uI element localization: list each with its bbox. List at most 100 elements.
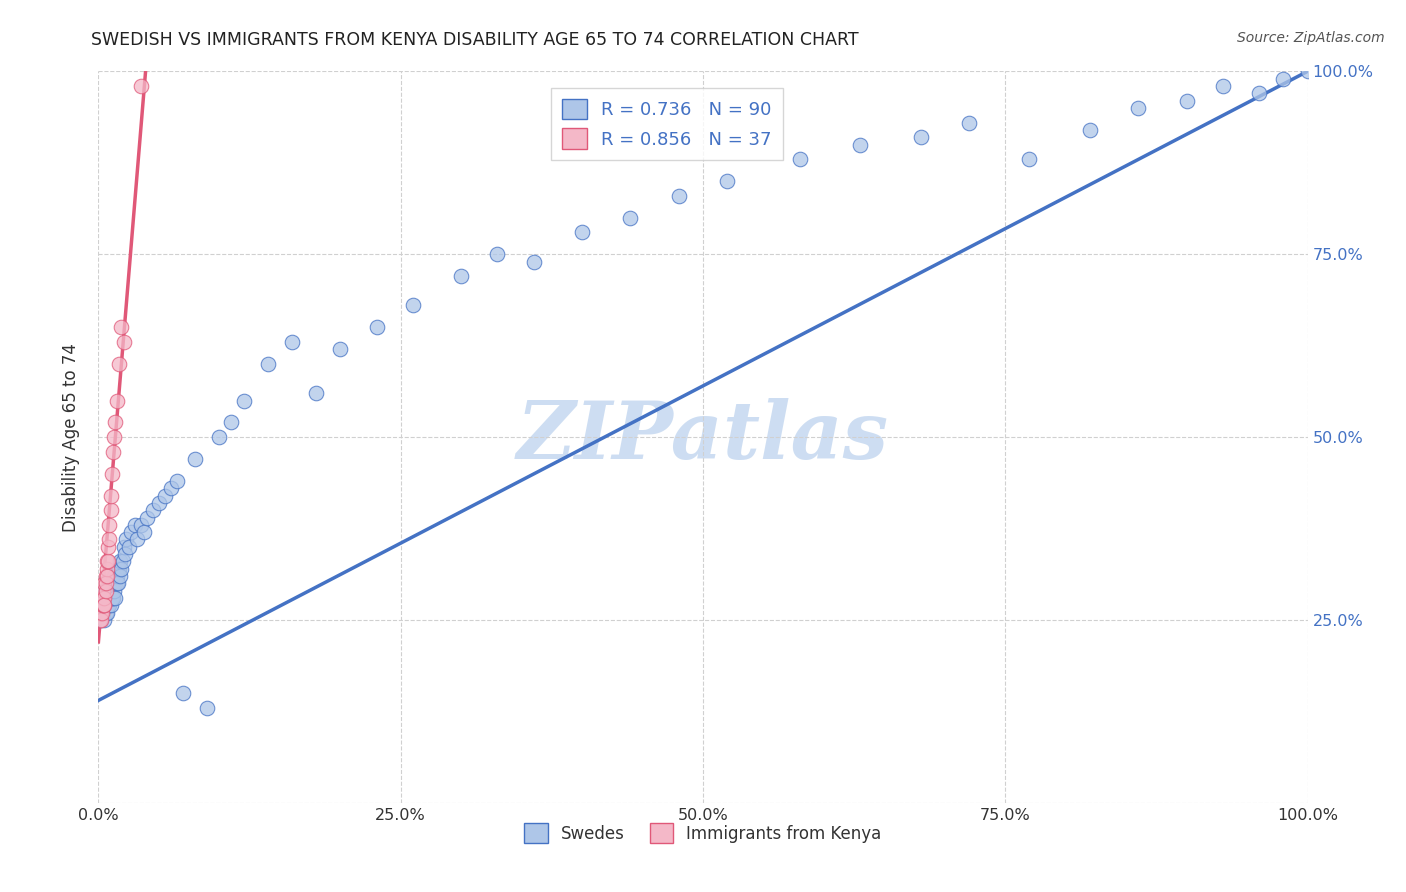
- Point: [101, 444, 124, 458]
- Point: [108, 554, 131, 568]
- Point: [1249, 87, 1271, 101]
- Point: [98, 599, 121, 613]
- Point: [94, 569, 117, 583]
- Point: [849, 137, 872, 152]
- Point: [103, 583, 125, 598]
- Point: [366, 320, 388, 334]
- Point: [103, 430, 125, 444]
- Point: [789, 152, 811, 166]
- Point: [89, 606, 111, 620]
- Point: [90, 606, 112, 620]
- Point: [108, 562, 131, 576]
- Point: [93, 591, 115, 605]
- Point: [110, 562, 132, 576]
- Point: [96, 562, 118, 576]
- Point: [93, 576, 115, 591]
- Point: [100, 599, 122, 613]
- Point: [93, 599, 115, 613]
- Point: [91, 606, 114, 620]
- Point: [93, 613, 115, 627]
- Point: [100, 576, 122, 591]
- Point: [94, 606, 117, 620]
- Point: [114, 547, 136, 561]
- Point: [195, 700, 218, 714]
- Point: [668, 188, 690, 202]
- Point: [329, 343, 352, 357]
- Point: [97, 583, 120, 598]
- Point: [107, 562, 129, 576]
- Point: [112, 334, 135, 349]
- Point: [716, 174, 738, 188]
- Point: [100, 489, 122, 503]
- Point: [98, 533, 121, 547]
- Point: [208, 430, 231, 444]
- Point: [89, 606, 111, 620]
- Point: [97, 540, 120, 554]
- Point: [96, 569, 118, 583]
- Point: [91, 599, 114, 613]
- Point: [97, 591, 120, 605]
- Text: ZIPatlas: ZIPatlas: [517, 399, 889, 475]
- Point: [134, 525, 156, 540]
- Point: [172, 686, 194, 700]
- Point: [108, 569, 131, 583]
- Point: [94, 583, 117, 598]
- Point: [450, 269, 472, 284]
- Point: [1272, 71, 1295, 86]
- Point: [571, 225, 593, 239]
- Point: [100, 591, 122, 605]
- Point: [402, 298, 425, 312]
- Point: [98, 517, 121, 532]
- Point: [135, 510, 157, 524]
- Point: [115, 533, 138, 547]
- Point: [957, 115, 980, 129]
- Point: [91, 599, 114, 613]
- Point: [89, 613, 111, 627]
- Point: [90, 591, 112, 605]
- Point: [153, 489, 176, 503]
- Point: [91, 599, 114, 613]
- Point: [91, 599, 114, 613]
- Y-axis label: Disability Age 65 to 74: Disability Age 65 to 74: [62, 343, 80, 532]
- Point: [523, 254, 546, 268]
- Point: [91, 583, 114, 598]
- Point: [1175, 94, 1198, 108]
- Point: [100, 503, 122, 517]
- Point: [148, 496, 170, 510]
- Point: [91, 599, 114, 613]
- Point: [619, 211, 641, 225]
- Point: [910, 130, 932, 145]
- Point: [1018, 152, 1040, 166]
- Point: [96, 591, 118, 605]
- Point: [124, 517, 146, 532]
- Point: [91, 591, 114, 605]
- Point: [97, 599, 120, 613]
- Point: [90, 613, 112, 627]
- Point: [91, 591, 114, 605]
- Point: [281, 334, 304, 349]
- Point: [129, 78, 152, 93]
- Point: [94, 591, 117, 605]
- Point: [101, 576, 124, 591]
- Point: [120, 525, 142, 540]
- Point: [108, 357, 131, 371]
- Point: [104, 576, 127, 591]
- Point: [105, 569, 128, 583]
- Point: [112, 540, 135, 554]
- Point: [166, 474, 188, 488]
- Point: [129, 517, 152, 532]
- Point: [103, 569, 125, 583]
- Point: [91, 606, 114, 620]
- Point: [101, 591, 124, 605]
- Point: [98, 591, 121, 605]
- Point: [486, 247, 509, 261]
- Point: [94, 599, 117, 613]
- Point: [93, 591, 115, 605]
- Point: [96, 599, 118, 613]
- Point: [142, 503, 165, 517]
- Point: [184, 452, 207, 467]
- Point: [91, 591, 114, 605]
- Point: [96, 554, 118, 568]
- Point: [232, 393, 254, 408]
- Point: [118, 540, 141, 554]
